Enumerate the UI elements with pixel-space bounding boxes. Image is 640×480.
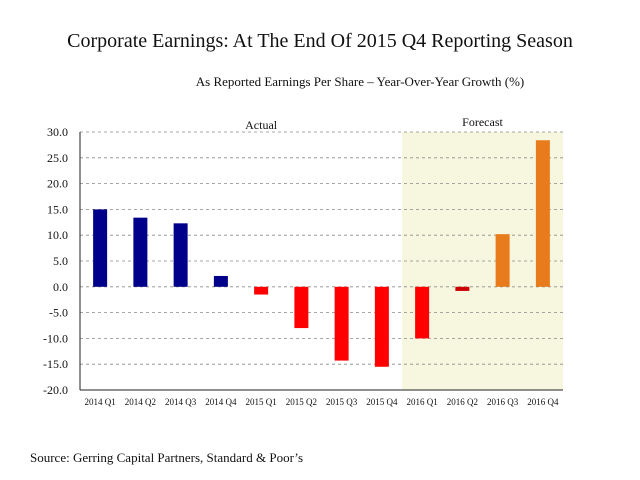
x-tick-label: 2014 Q3 bbox=[165, 397, 197, 407]
y-tick-label: -15.0 bbox=[43, 357, 68, 371]
x-tick-label: 2015 Q2 bbox=[286, 397, 317, 407]
chart-title: Corporate Earnings: At The End Of 2015 Q… bbox=[67, 30, 573, 52]
y-tick-label: 15.0 bbox=[47, 202, 68, 216]
bar bbox=[294, 286, 309, 329]
bar bbox=[133, 217, 148, 287]
bar bbox=[173, 223, 188, 287]
source-note: Source: Gerring Capital Partners, Standa… bbox=[30, 450, 304, 465]
y-tick-label: -10.0 bbox=[43, 331, 68, 345]
x-tick-label: 2016 Q1 bbox=[407, 397, 438, 407]
forecast-label: Forecast bbox=[462, 115, 503, 129]
y-tick-label: 5.0 bbox=[53, 254, 68, 268]
bar bbox=[374, 286, 389, 367]
x-tick-label: 2016 Q2 bbox=[447, 397, 478, 407]
y-tick-label: 10.0 bbox=[47, 228, 68, 242]
y-tick-label: 20.0 bbox=[47, 177, 68, 191]
x-tick-label: 2014 Q2 bbox=[125, 397, 156, 407]
y-tick-label: 30.0 bbox=[47, 125, 68, 139]
x-tick-label: 2014 Q4 bbox=[205, 397, 237, 407]
bar bbox=[254, 286, 269, 295]
y-tick-label: 25.0 bbox=[47, 151, 68, 165]
bar bbox=[93, 209, 108, 287]
bar bbox=[334, 286, 349, 361]
bar bbox=[213, 275, 228, 287]
bar bbox=[495, 234, 510, 287]
actual-label: Actual bbox=[245, 118, 278, 132]
chart-subtitle: As Reported Earnings Per Share – Year-Ov… bbox=[195, 74, 525, 89]
x-tick-label: 2016 Q3 bbox=[487, 397, 519, 407]
x-tick-label: 2015 Q3 bbox=[326, 397, 358, 407]
y-tick-label: -20.0 bbox=[43, 383, 68, 397]
x-tick-label: 2016 Q4 bbox=[527, 397, 559, 407]
y-tick-label: -5.0 bbox=[49, 306, 68, 320]
bar bbox=[535, 140, 550, 287]
y-tick-label: 0.0 bbox=[53, 280, 68, 294]
x-tick-label: 2014 Q1 bbox=[85, 397, 116, 407]
bar bbox=[415, 286, 430, 339]
x-tick-label: 2015 Q4 bbox=[366, 397, 398, 407]
bar bbox=[455, 286, 470, 291]
x-tick-label: 2015 Q1 bbox=[246, 397, 277, 407]
